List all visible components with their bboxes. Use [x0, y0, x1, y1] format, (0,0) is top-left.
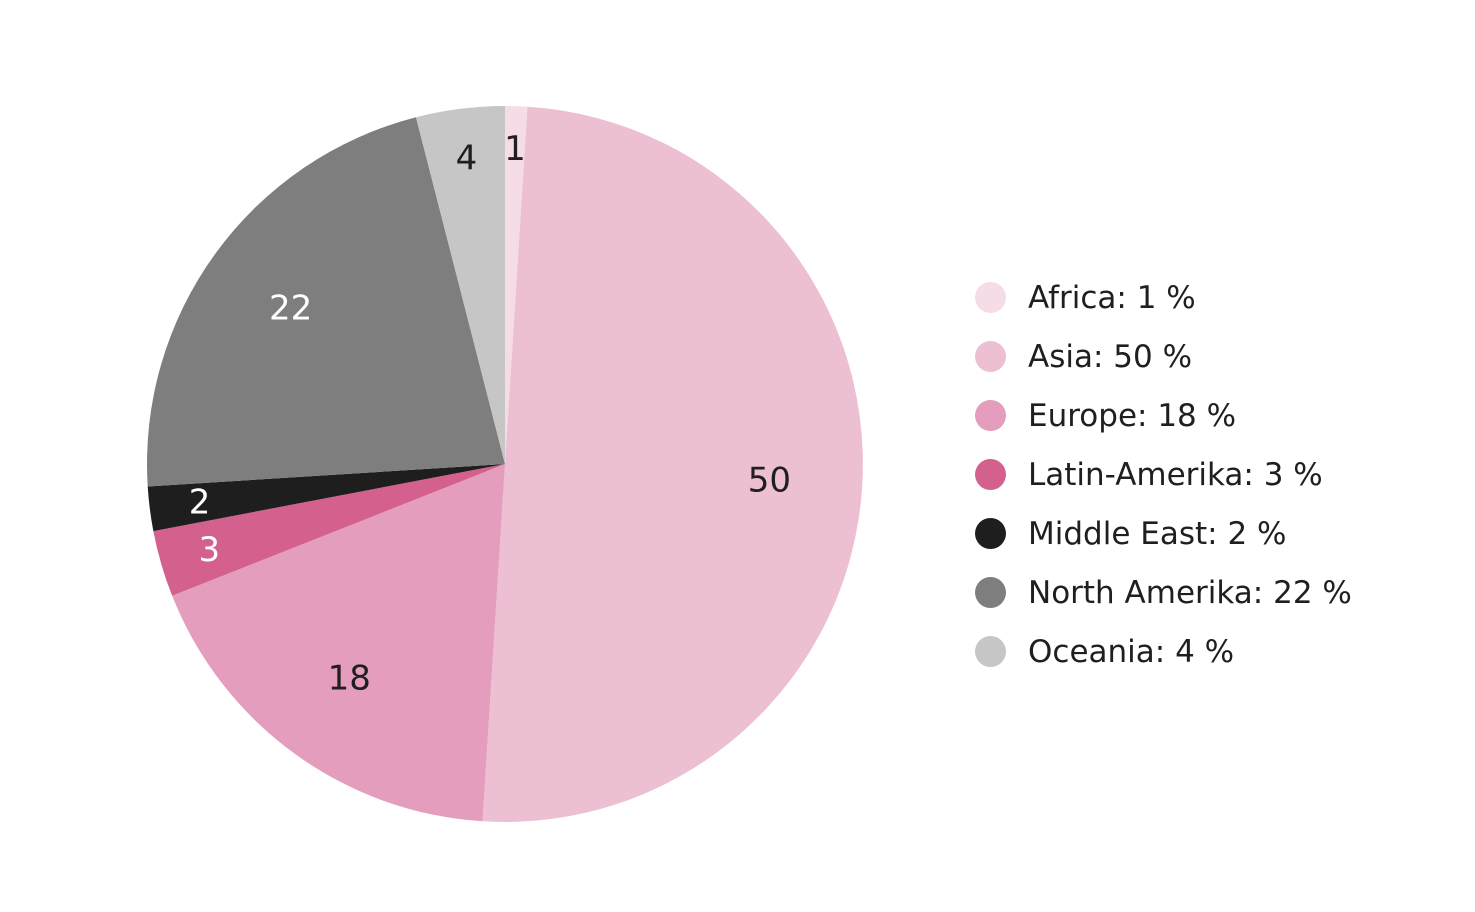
legend-swatch-middle-east — [975, 518, 1006, 549]
legend-label: Europe: 18 % — [1028, 397, 1237, 434]
legend-label: Africa: 1 % — [1028, 279, 1196, 316]
legend-item-latin-amerika: Latin-Amerika: 3 % — [975, 445, 1352, 504]
pie-slice-latin-amerika — [153, 464, 505, 596]
pie-slice-asia — [482, 106, 863, 822]
pie-slice-africa — [505, 106, 528, 464]
slice-label-oceania: 4 — [456, 139, 478, 179]
legend-label: Oceania: 4 % — [1028, 633, 1235, 670]
legend-label: North Amerika: 22 % — [1028, 574, 1352, 611]
slice-label-asia: 50 — [748, 461, 791, 501]
legend-label: Latin-Amerika: 3 % — [1028, 456, 1323, 493]
pie-slice-north-amerika — [147, 117, 505, 487]
legend-item-north-amerika: North Amerika: 22 % — [975, 563, 1352, 622]
slice-label-latin-amerika: 3 — [199, 530, 221, 570]
legend-swatch-latin-amerika — [975, 459, 1006, 490]
slice-label-middle-east: 2 — [189, 483, 211, 523]
pie-slice-europe — [172, 464, 505, 822]
legend-item-middle-east: Middle East: 2 % — [975, 504, 1352, 563]
legend-label: Asia: 50 % — [1028, 338, 1193, 375]
legend: Africa: 1 % Asia: 50 % Europe: 18 % Latin-A… — [975, 268, 1352, 681]
legend-item-oceania: Oceania: 4 % — [975, 622, 1352, 681]
slice-label-north-amerika: 22 — [269, 288, 312, 328]
slice-label-europe: 18 — [328, 658, 371, 698]
slice-label-africa: 1 — [504, 129, 526, 169]
legend-swatch-oceania — [975, 636, 1006, 667]
pie-slice-middle-east — [147, 464, 506, 532]
legend-label: Middle East: 2 % — [1028, 515, 1287, 552]
legend-swatch-europe — [975, 400, 1006, 431]
pie-slice-oceania — [415, 106, 505, 464]
legend-item-africa: Africa: 1 % — [975, 268, 1352, 327]
legend-swatch-asia — [975, 341, 1006, 372]
legend-item-europe: Europe: 18 % — [975, 386, 1352, 445]
legend-swatch-north-amerika — [975, 577, 1006, 608]
legend-item-asia: Asia: 50 % — [975, 327, 1352, 386]
legend-swatch-africa — [975, 282, 1006, 313]
